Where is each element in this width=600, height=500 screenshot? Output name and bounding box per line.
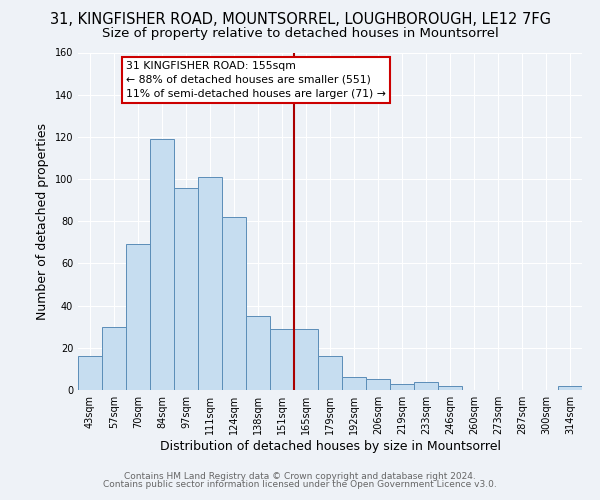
Bar [246,316,270,390]
Bar [390,384,414,390]
Text: 31, KINGFISHER ROAD, MOUNTSORREL, LOUGHBOROUGH, LE12 7FG: 31, KINGFISHER ROAD, MOUNTSORREL, LOUGHB… [49,12,551,28]
Bar [150,139,174,390]
Bar [78,356,102,390]
Text: Contains public sector information licensed under the Open Government Licence v3: Contains public sector information licen… [103,480,497,489]
Bar [198,177,222,390]
Bar [342,378,366,390]
Text: Size of property relative to detached houses in Mountsorrel: Size of property relative to detached ho… [101,28,499,40]
Bar [558,386,582,390]
X-axis label: Distribution of detached houses by size in Mountsorrel: Distribution of detached houses by size … [160,440,500,453]
Bar [438,386,462,390]
Bar [366,380,390,390]
Bar [222,217,246,390]
Bar [270,329,294,390]
Text: 31 KINGFISHER ROAD: 155sqm
← 88% of detached houses are smaller (551)
11% of sem: 31 KINGFISHER ROAD: 155sqm ← 88% of deta… [126,61,386,99]
Bar [318,356,342,390]
Bar [126,244,150,390]
Text: Contains HM Land Registry data © Crown copyright and database right 2024.: Contains HM Land Registry data © Crown c… [124,472,476,481]
Bar [174,188,198,390]
Bar [102,326,126,390]
Bar [294,329,318,390]
Bar [414,382,438,390]
Y-axis label: Number of detached properties: Number of detached properties [36,122,49,320]
